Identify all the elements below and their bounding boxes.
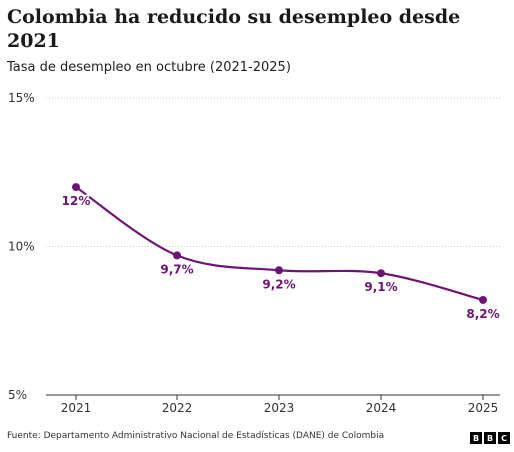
y-tick-label: 10% <box>8 240 35 254</box>
logo-letter-2: B <box>484 432 496 444</box>
x-tick-label: 2023 <box>264 401 295 415</box>
data-point <box>479 295 487 304</box>
data-point <box>377 269 385 278</box>
logo-letter-1: B <box>470 432 482 444</box>
y-tick-label: 5% <box>8 388 27 402</box>
data-point <box>275 266 283 275</box>
x-tick-label: 2022 <box>162 401 193 415</box>
x-tick-label: 2024 <box>366 401 397 415</box>
data-label: 12% <box>62 194 91 208</box>
chart-subtitle: Tasa de desempleo en octubre (2021-2025) <box>7 60 291 75</box>
x-tick-label: 2021 <box>61 401 92 415</box>
y-tick-label: 15% <box>8 91 35 105</box>
data-label: 9,1% <box>364 280 397 294</box>
chart-title: Colombia ha reducido su desempleo desde … <box>7 6 461 52</box>
x-tick-label: 2025 <box>468 401 499 415</box>
bbc-logo: B B C <box>470 432 510 444</box>
data-label: 9,7% <box>160 262 193 276</box>
logo-letter-3: C <box>498 432 510 444</box>
data-point <box>173 251 181 260</box>
data-label: 9,2% <box>262 277 295 291</box>
data-point <box>72 183 80 192</box>
source-note: Fuente: Departamento Administrativo Naci… <box>7 431 385 441</box>
data-label: 8,2% <box>466 307 499 321</box>
